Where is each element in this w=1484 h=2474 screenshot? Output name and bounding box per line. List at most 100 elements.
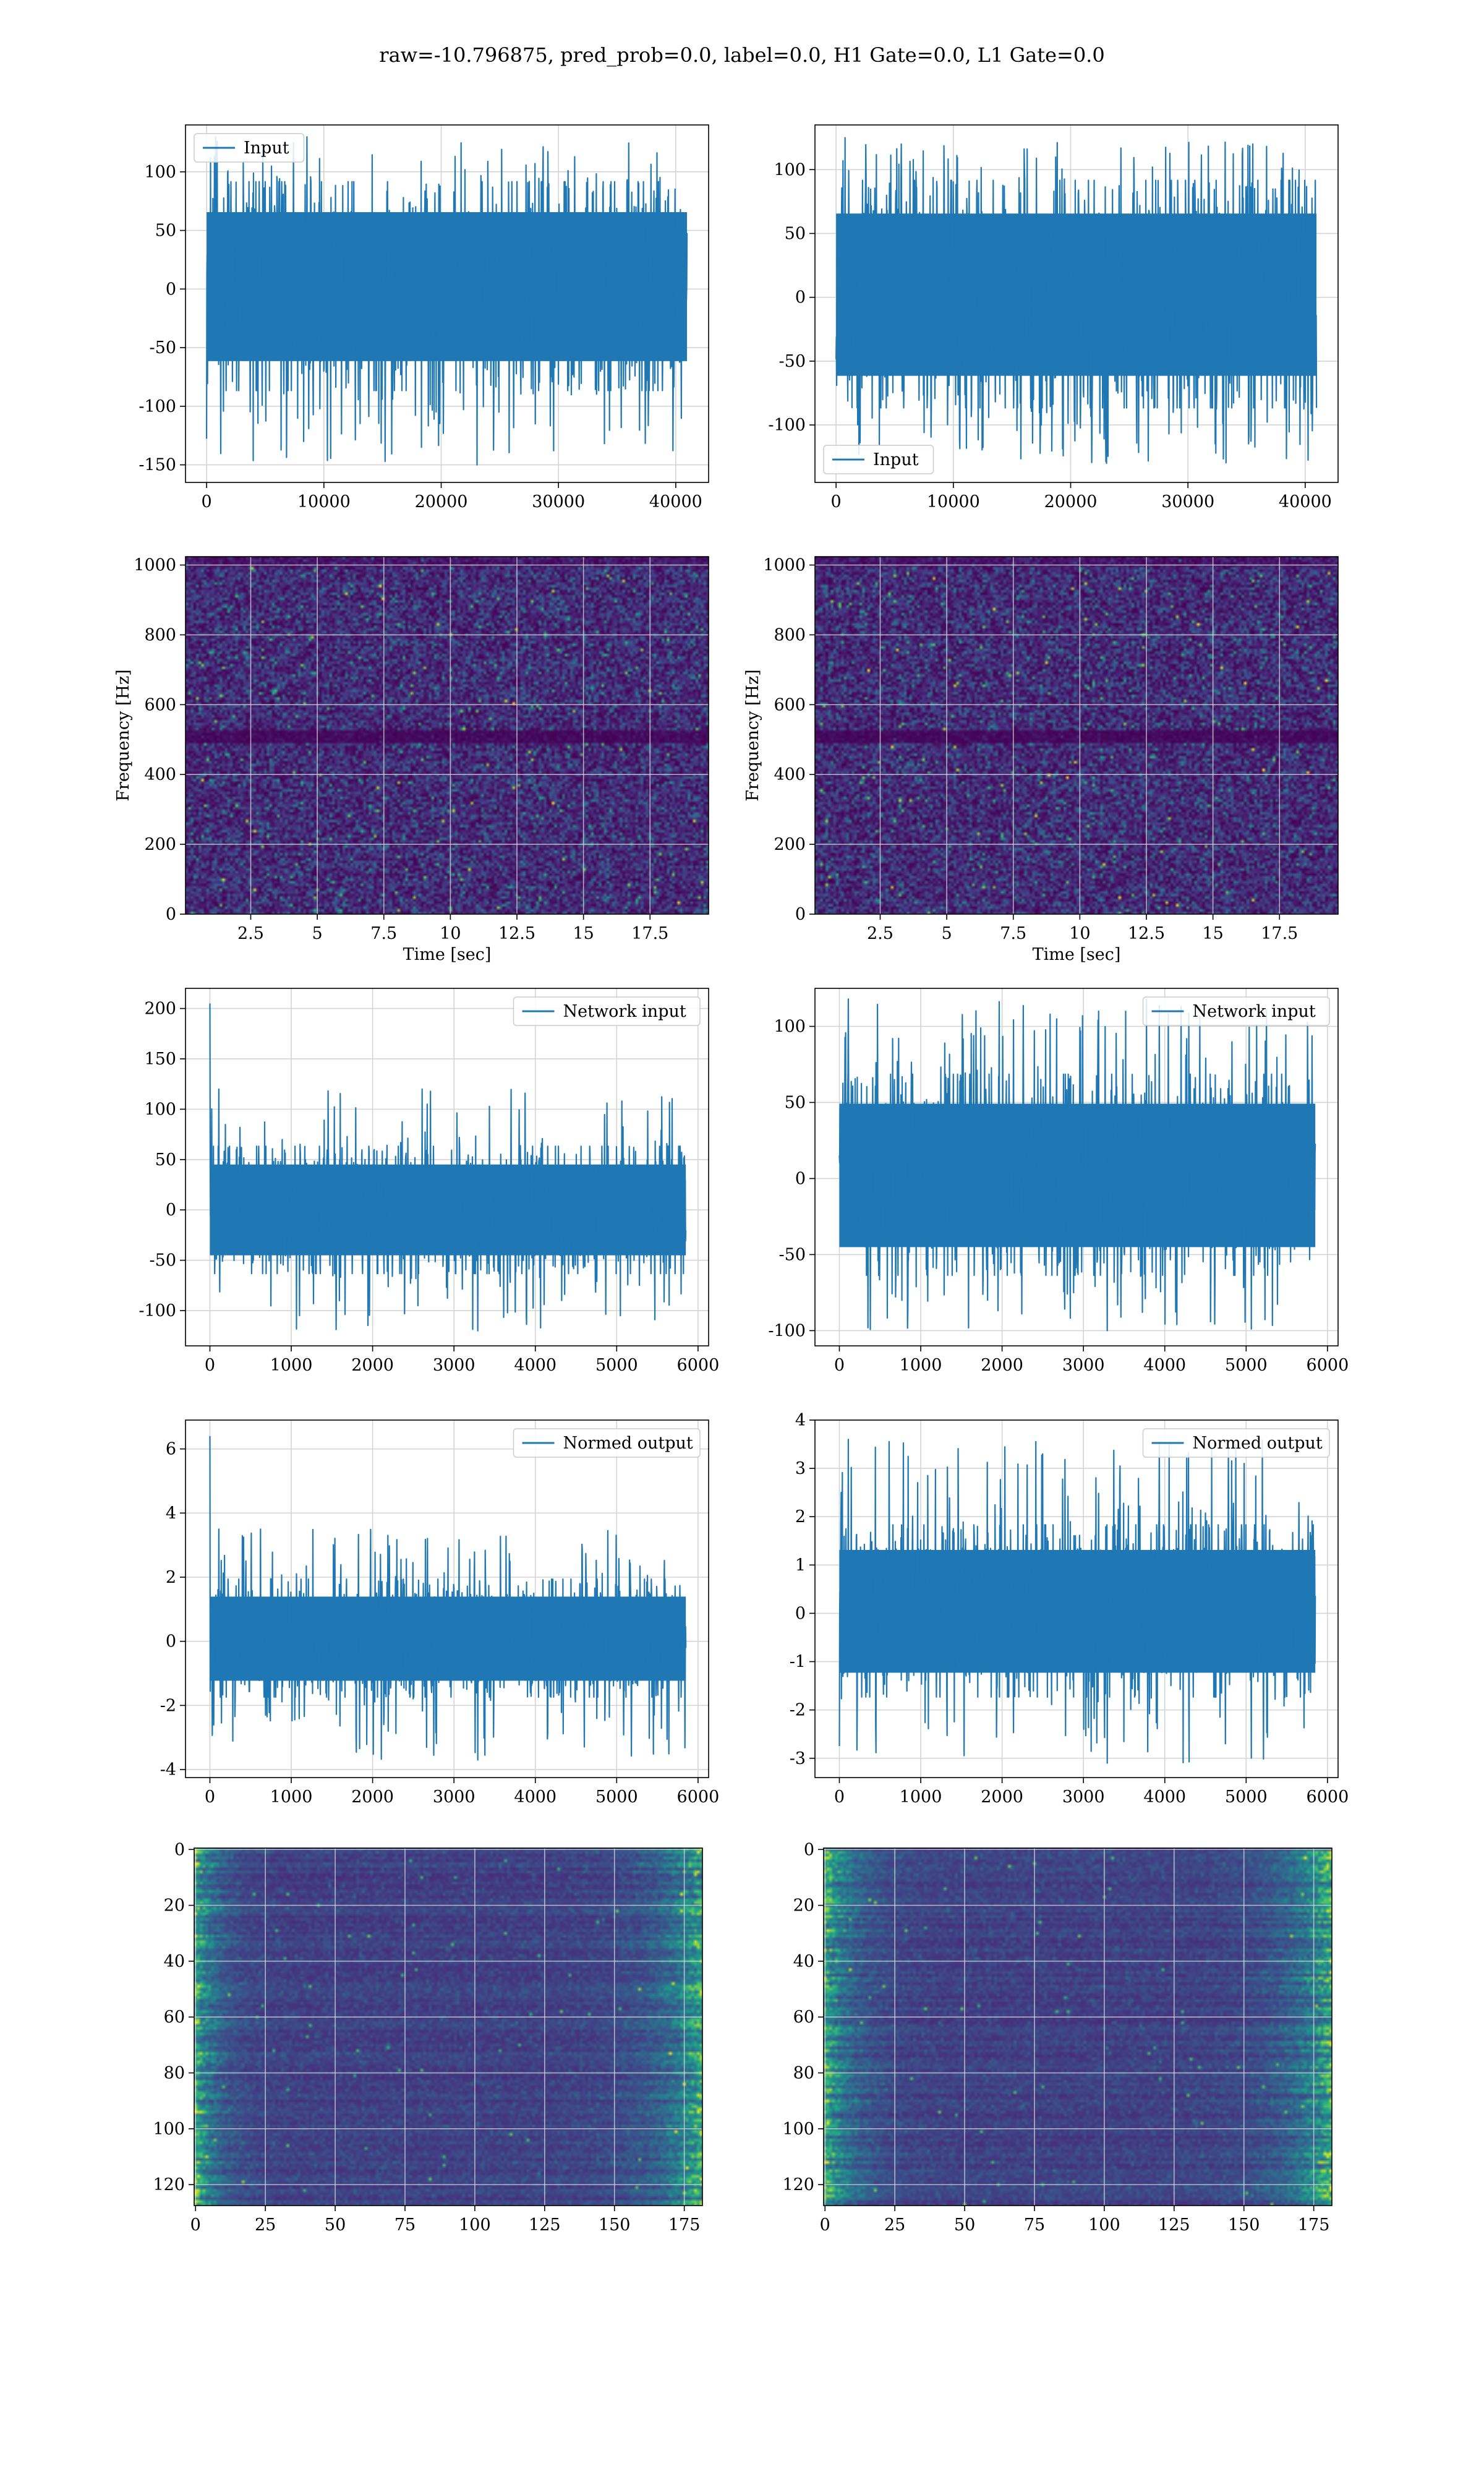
h1-feature-map-xtick-label: 75 bbox=[394, 2215, 416, 2235]
h1-network-input-frame bbox=[185, 988, 709, 1346]
l1-feature-map-xtick-label: 100 bbox=[1088, 2215, 1120, 2235]
l1-spectrogram-ytick-label: 1000 bbox=[763, 556, 806, 575]
l1-spectrogram-xtick-label: 15 bbox=[1202, 924, 1223, 943]
l1-normed-output-xtick-label: 3000 bbox=[1062, 1787, 1105, 1807]
l1-normed-output-series-line bbox=[838, 1439, 1316, 1764]
h1-feature-map-ytick-label: 0 bbox=[174, 1840, 185, 1859]
h1-normed-output-xtick-label: 3000 bbox=[433, 1787, 475, 1807]
l1-network-input-ytick-label: 100 bbox=[774, 1017, 806, 1036]
l1-input-legend-label: Input bbox=[873, 450, 919, 469]
l1-feature-map-ytick-label: 60 bbox=[793, 2008, 814, 2027]
l1-network-input-legend-label: Network input bbox=[1193, 1002, 1316, 1021]
h1-network-input-ytick-label: 50 bbox=[155, 1150, 176, 1170]
h1-network-input-xtick-label: 4000 bbox=[514, 1356, 556, 1375]
l1-network-input-panel: 0 1000 2000 3000 4000 5000 6000 -100 -50 0 50 100 Ne… bbox=[768, 988, 1349, 1375]
h1-network-input-panel: 0 1000 2000 3000 4000 5000 6000 -100 -50 0 50 100 15… bbox=[139, 988, 719, 1375]
h1-input-xtick-label: 0 bbox=[202, 492, 212, 511]
h1-feature-map-frame bbox=[194, 1847, 703, 2206]
h1-normed-output-ytick-label: 4 bbox=[166, 1504, 176, 1523]
h1-network-input-ytick-label: 150 bbox=[144, 1050, 176, 1069]
h1-input-legend-label: Input bbox=[244, 139, 289, 158]
l1-spectrogram-ylabel: Frequency [Hz] bbox=[743, 669, 762, 801]
l1-spectrogram-panel: 2.5 5 7.5 10 12.5 15 17.5 0 200 400 600 800 1000 Time… bbox=[743, 556, 1339, 964]
h1-input-ytick-label: 100 bbox=[144, 163, 176, 182]
h1-normed-output-ytick-label: 2 bbox=[166, 1568, 176, 1587]
l1-spectrogram-ytick-label: 400 bbox=[774, 765, 806, 784]
h1-input-frame bbox=[185, 124, 709, 483]
l1-input-ytick-label: 100 bbox=[774, 160, 806, 179]
l1-spectrogram-ytick-label: 800 bbox=[774, 625, 806, 644]
h1-input-xtick-label: 40000 bbox=[649, 492, 702, 511]
h1-normed-output-legend-box bbox=[513, 1428, 701, 1458]
h1-spectrogram-xtick-label: 12.5 bbox=[498, 924, 535, 943]
l1-network-input-xtick-label: 4000 bbox=[1143, 1356, 1186, 1375]
l1-spectrogram-xlabel: Time [sec] bbox=[1033, 945, 1121, 964]
h1-feature-map-panel: 0 25 50 75 100 125 150 175 0 20 40 60 80 100 120 bbox=[153, 1840, 703, 2235]
l1-network-input-ytick-label: 50 bbox=[785, 1093, 806, 1112]
h1-spectrogram-ytick-label: 1000 bbox=[134, 556, 176, 575]
h1-input-panel: 0 10000 20000 30000 40000 -150 -100 -50 0 50 100 In… bbox=[139, 124, 709, 511]
l1-normed-output-ytick-label: 1 bbox=[795, 1556, 806, 1575]
h1-spectrogram-xtick-label: 2.5 bbox=[237, 924, 264, 943]
l1-spectrogram-xtick-label: 2.5 bbox=[867, 924, 893, 943]
h1-spectrogram-ytick-label: 800 bbox=[144, 625, 176, 644]
l1-network-input-trace-group bbox=[838, 998, 1316, 1332]
l1-normed-output-frame bbox=[814, 1419, 1339, 1778]
l1-feature-map-ytick-label: 80 bbox=[793, 2064, 814, 2083]
l1-normed-output-xtick-label: 4000 bbox=[1143, 1787, 1186, 1807]
h1-network-input-series-line bbox=[209, 1003, 687, 1332]
l1-input-panel: 0 10000 20000 30000 40000 -100 -50 0 50 100 Input bbox=[768, 124, 1339, 511]
suptitle: raw=-10.796875, pred_prob=0.0, label=0.0… bbox=[379, 43, 1104, 67]
h1-network-input-trace-group bbox=[209, 1003, 687, 1332]
h1-network-input-ytick-label: 0 bbox=[166, 1201, 176, 1220]
l1-input-xtick-label: 0 bbox=[831, 492, 842, 511]
l1-network-input-ytick-label: -50 bbox=[779, 1245, 806, 1264]
h1-spectrogram-ylabel: Frequency [Hz] bbox=[114, 669, 133, 801]
h1-feature-map-xtick-label: 50 bbox=[325, 2215, 346, 2235]
h1-spectrogram-ytick-label: 600 bbox=[144, 695, 176, 714]
h1-normed-output-xtick-label: 6000 bbox=[677, 1787, 720, 1807]
h1-normed-output-ytick-label: -2 bbox=[160, 1696, 176, 1715]
l1-feature-map-ytick-label: 100 bbox=[782, 2120, 814, 2139]
l1-network-input-xtick-label: 2000 bbox=[981, 1356, 1023, 1375]
l1-spectrogram-xtick-label: 5 bbox=[942, 924, 952, 943]
l1-input-ytick-label: -100 bbox=[768, 416, 806, 435]
l1-feature-map-panel: 0 25 50 75 100 125 150 175 0 20 40 60 80 100 120 bbox=[782, 1840, 1333, 2235]
h1-network-input-legend-label: Network input bbox=[563, 1002, 686, 1021]
l1-normed-output-xtick-label: 6000 bbox=[1307, 1787, 1349, 1807]
l1-normed-output-ytick-label: 3 bbox=[795, 1459, 806, 1478]
l1-input-trace-group bbox=[835, 137, 1318, 464]
l1-feature-map-ytick-label: 40 bbox=[793, 1952, 814, 1971]
h1-spectrogram-xlabel: Time [sec] bbox=[403, 945, 492, 964]
h1-feature-map-ytick-label: 80 bbox=[164, 2064, 185, 2083]
l1-normed-output-xtick-label: 1000 bbox=[900, 1787, 942, 1807]
l1-network-input-frame bbox=[814, 988, 1339, 1346]
h1-network-input-xtick-label: 5000 bbox=[595, 1356, 638, 1375]
l1-feature-map-xtick-label: 150 bbox=[1228, 2215, 1260, 2235]
l1-normed-output-xtick-label: 0 bbox=[834, 1787, 845, 1807]
h1-spectrogram-xtick-label: 10 bbox=[440, 924, 461, 943]
l1-feature-map-frame bbox=[823, 1847, 1333, 2206]
h1-input-trace-group bbox=[206, 135, 688, 466]
l1-input-xtick-label: 30000 bbox=[1161, 492, 1214, 511]
l1-normed-output-ytick-label: 2 bbox=[795, 1507, 806, 1526]
l1-feature-map-xtick-label: 175 bbox=[1298, 2215, 1330, 2235]
h1-feature-map-heatmap-image bbox=[194, 1848, 702, 2206]
l1-normed-output-legend-label: Normed output bbox=[1193, 1434, 1323, 1453]
l1-normed-output-ytick-label: -3 bbox=[790, 1749, 806, 1768]
l1-spectrogram-frame bbox=[814, 556, 1339, 915]
l1-feature-map-ytick-label: 20 bbox=[793, 1896, 814, 1915]
h1-spectrogram-panel: 2.5 5 7.5 10 12.5 15 17.5 0 200 400 600 800 1000 Time… bbox=[114, 556, 709, 964]
h1-spectrogram-xtick-label: 17.5 bbox=[631, 924, 668, 943]
h1-spectrogram-xtick-label: 5 bbox=[312, 924, 323, 943]
h1-feature-map-ytick-label: 20 bbox=[164, 1896, 185, 1915]
h1-input-xtick-label: 20000 bbox=[415, 492, 468, 511]
h1-normed-output-xtick-label: 4000 bbox=[514, 1787, 556, 1807]
h1-normed-output-xtick-label: 2000 bbox=[351, 1787, 394, 1807]
l1-spectrogram-xtick-label: 10 bbox=[1069, 924, 1090, 943]
h1-feature-map-xtick-label: 150 bbox=[599, 2215, 631, 2235]
h1-input-xtick-label: 10000 bbox=[297, 492, 351, 511]
h1-input-xtick-label: 30000 bbox=[532, 492, 585, 511]
h1-spectrogram-frame bbox=[185, 556, 709, 915]
h1-spectrogram-ytick-label: 0 bbox=[166, 905, 176, 924]
